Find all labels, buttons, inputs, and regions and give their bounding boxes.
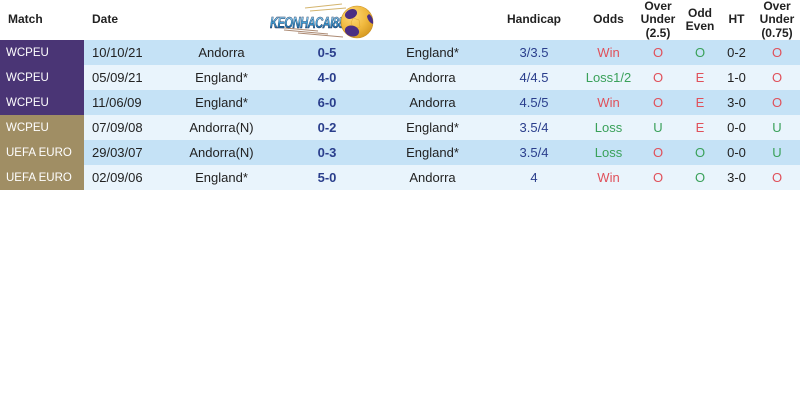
svg-text:KEONHACAI88: KEONHACAI88 — [270, 15, 345, 32]
